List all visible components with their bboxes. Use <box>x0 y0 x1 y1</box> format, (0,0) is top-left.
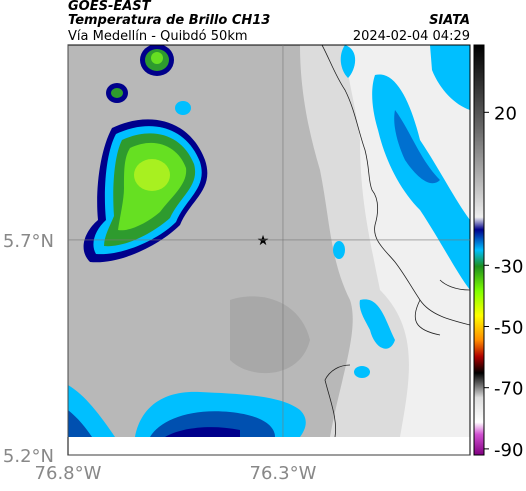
org: SIATA <box>429 13 470 28</box>
datetime: 2024-02-04 04:29 <box>353 29 470 44</box>
colorbar <box>473 44 485 456</box>
location-marker: ★ <box>257 233 270 249</box>
subtitle: Vía Medellín - Quibdó 50km <box>68 29 248 44</box>
y-tick-label: 5.7°N <box>3 231 54 252</box>
x-tick-label: 76.8°W <box>35 463 102 484</box>
satellite-image: ★ <box>68 45 470 437</box>
source: GOES-EAST <box>68 0 152 14</box>
axes: 76.8°W 76.3°W 5.2°N 5.7°N 20 -30 -50 -70 -90 <box>3 45 523 484</box>
title: Temperatura de Brillo CH13 <box>68 13 270 28</box>
colorbar-tick-label: 20 <box>494 103 517 124</box>
x-tick-label: 76.3°W <box>250 463 317 484</box>
colorbar-tick-label: -70 <box>494 379 523 400</box>
colorbar-tick-label: -30 <box>494 256 523 277</box>
colorbar-tick-label: -90 <box>494 440 523 461</box>
colorbar-tick-label: -50 <box>494 317 523 338</box>
y-tick-label: 5.2°N <box>3 446 54 467</box>
